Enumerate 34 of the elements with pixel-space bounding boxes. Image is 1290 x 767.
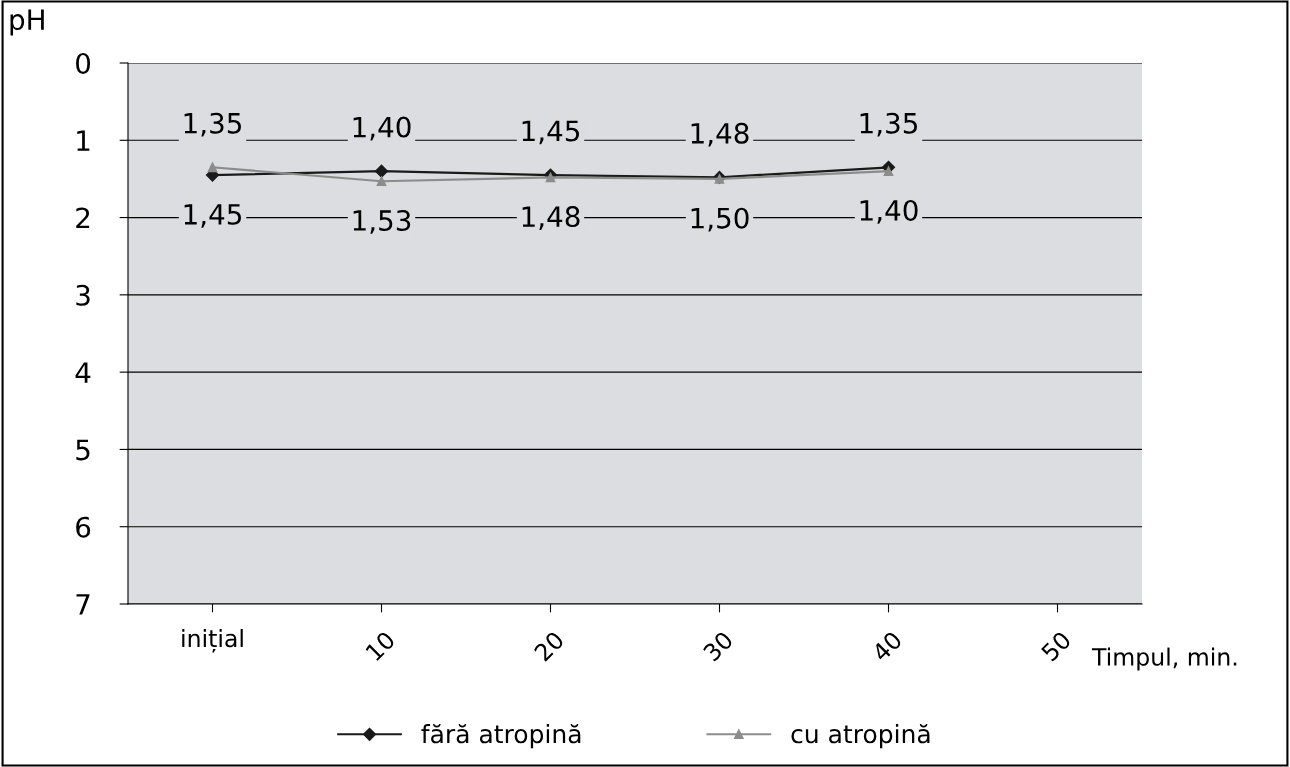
- data-label: 1,53: [353, 209, 411, 234]
- legend-label: fără atropină: [421, 723, 581, 749]
- x-tick-label: 10: [364, 630, 396, 662]
- y-tick-label: 5: [76, 439, 90, 461]
- x-tick-label: 30: [702, 630, 734, 662]
- y-tick-label: 1: [77, 130, 90, 151]
- data-label: 1,50: [691, 207, 749, 232]
- x-tick-label: inițial: [182, 629, 243, 653]
- data-label: 1,45: [184, 204, 241, 228]
- y-tick-label: 3: [76, 284, 90, 306]
- point: [883, 166, 894, 177]
- point: [545, 172, 556, 183]
- point: [374, 164, 389, 178]
- y-tick-label: 6: [76, 516, 91, 538]
- y-tick-label: 7: [76, 594, 90, 615]
- data-label: 1,35: [860, 112, 917, 137]
- point: [714, 174, 725, 184]
- data-label: 1,40: [353, 116, 411, 141]
- data-label: 1,48: [691, 122, 749, 147]
- y-axis-title: pH: [10, 9, 44, 36]
- point: [207, 162, 218, 173]
- data-label: 1,48: [522, 206, 580, 230]
- x-tick-label: 20: [533, 630, 565, 662]
- legend-label: cu atropină: [791, 723, 930, 749]
- point: [376, 176, 387, 187]
- x-axis-title: Timpul, min.: [1091, 647, 1237, 671]
- data-label: 1,40: [860, 199, 918, 224]
- y-tick-label: 2: [76, 207, 90, 229]
- data-label: 1,45: [522, 120, 579, 145]
- data-label: 1,35: [184, 112, 241, 137]
- y-tick-label: 4: [75, 362, 91, 383]
- x-tick-label: 40: [870, 630, 903, 663]
- x-tick-label: 50: [1040, 630, 1072, 662]
- y-tick-label: 0: [76, 52, 91, 74]
